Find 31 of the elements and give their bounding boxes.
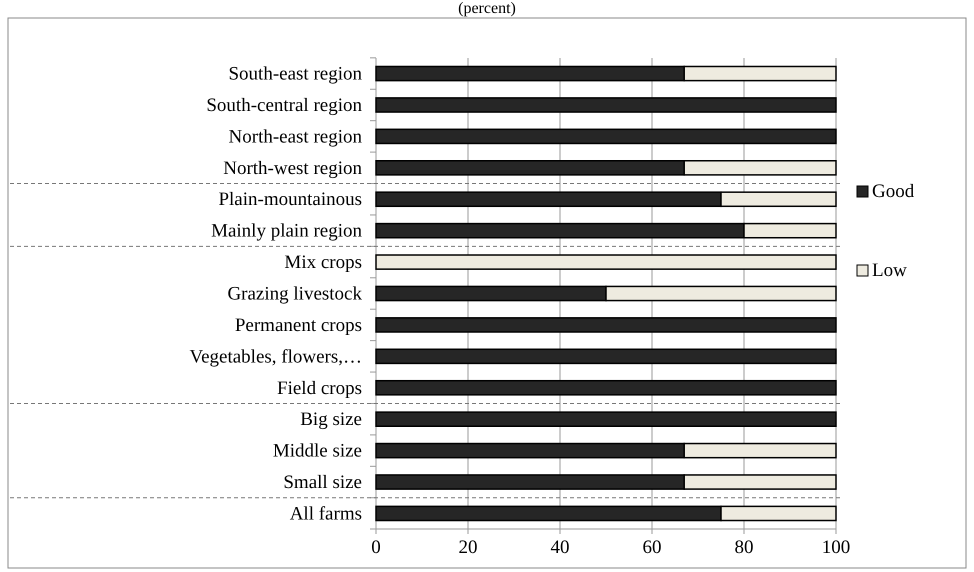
bar [375,254,837,270]
legend-label: Good [872,181,915,202]
legend-label: Low [872,260,908,281]
y-tick-label: Big size [300,409,362,430]
y-tick-label: Mix crops [284,252,362,274]
x-tick-label: 80 [734,537,754,558]
y-tick-label: Grazing livestock [227,284,362,304]
y-tick-label: All farms [290,503,362,524]
y-tick-label: Middle size [272,440,362,462]
bar [375,128,837,144]
y-tick-label: North-east region [228,126,362,148]
bar [375,348,837,364]
y-tick-label: Small size [283,472,362,494]
y-tick-label: Vegetables, flowers,… [189,346,362,368]
y-tick-label: Field crops [277,378,362,399]
x-tick-label: 20 [458,537,478,558]
x-tick-label: 40 [550,537,570,558]
y-tick-label: Permanent crops [234,314,362,336]
x-tick-label: 0 [371,537,381,558]
y-tick-label: South-central region [206,94,362,116]
x-tick-label: 100 [822,537,850,558]
x-tick-label: 60 [642,537,662,558]
chart-title: (percent) [458,0,516,17]
y-tick-label: Plain-mountainous [218,189,362,210]
bar [375,317,837,333]
bar [375,97,837,113]
y-tick-label: South-east region [228,64,362,85]
y-tick-label: Mainly plain region [211,220,362,242]
bar [375,411,837,428]
y-tick-label: North-west region [223,158,362,179]
bar [375,380,837,396]
